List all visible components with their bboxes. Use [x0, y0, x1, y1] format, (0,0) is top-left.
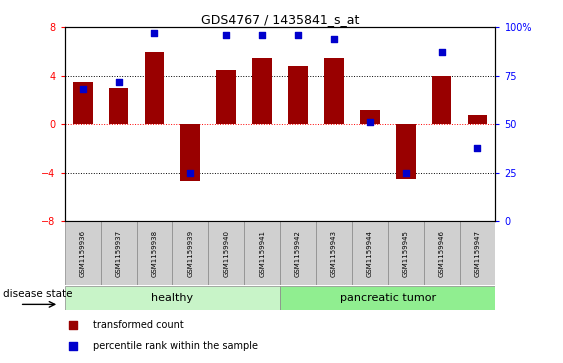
Text: GSM1159938: GSM1159938: [151, 230, 158, 277]
Point: [293, 32, 302, 38]
Point: [437, 50, 446, 56]
Text: GSM1159947: GSM1159947: [475, 230, 480, 277]
Bar: [101, 221, 137, 285]
Text: GSM1159940: GSM1159940: [224, 230, 229, 277]
Point: [150, 30, 159, 36]
Text: GSM1159939: GSM1159939: [187, 230, 193, 277]
Text: GSM1159937: GSM1159937: [115, 230, 122, 277]
Point: [114, 79, 123, 85]
Point: [78, 86, 87, 92]
Text: healthy: healthy: [151, 293, 194, 303]
Text: GSM1159943: GSM1159943: [331, 230, 337, 277]
Text: pancreatic tumor: pancreatic tumor: [339, 293, 436, 303]
Bar: [396, 124, 415, 179]
Point: [329, 36, 338, 42]
Bar: [65, 286, 280, 310]
Title: GDS4767 / 1435841_s_at: GDS4767 / 1435841_s_at: [201, 13, 359, 26]
Bar: [65, 221, 101, 285]
Bar: [181, 124, 200, 182]
Bar: [424, 221, 459, 285]
Bar: [244, 221, 280, 285]
Text: GSM1159946: GSM1159946: [439, 230, 445, 277]
Bar: [324, 58, 344, 124]
Bar: [388, 221, 424, 285]
Point: [258, 32, 267, 38]
Text: disease state: disease state: [3, 289, 72, 299]
Bar: [252, 58, 272, 124]
Point: [401, 170, 410, 176]
Bar: [288, 66, 308, 124]
Point: [69, 343, 78, 349]
Text: GSM1159944: GSM1159944: [367, 230, 373, 277]
Bar: [280, 286, 495, 310]
Bar: [137, 221, 172, 285]
Bar: [208, 221, 244, 285]
Bar: [216, 70, 236, 124]
Text: GSM1159941: GSM1159941: [259, 230, 265, 277]
Text: percentile rank within the sample: percentile rank within the sample: [93, 341, 258, 351]
Bar: [468, 115, 488, 124]
Bar: [145, 52, 164, 124]
Bar: [352, 221, 388, 285]
Bar: [172, 221, 208, 285]
Text: GSM1159936: GSM1159936: [80, 230, 86, 277]
Point: [222, 32, 231, 38]
Bar: [316, 221, 352, 285]
Bar: [280, 221, 316, 285]
Bar: [73, 82, 92, 124]
Text: GSM1159945: GSM1159945: [403, 230, 409, 277]
Point: [365, 119, 374, 125]
Text: transformed count: transformed count: [93, 321, 184, 330]
Bar: [360, 110, 379, 124]
Point: [69, 322, 78, 328]
Point: [186, 170, 195, 176]
Bar: [432, 76, 452, 124]
Text: GSM1159942: GSM1159942: [295, 230, 301, 277]
Point: [473, 145, 482, 151]
Bar: [109, 88, 128, 124]
Bar: [459, 221, 495, 285]
